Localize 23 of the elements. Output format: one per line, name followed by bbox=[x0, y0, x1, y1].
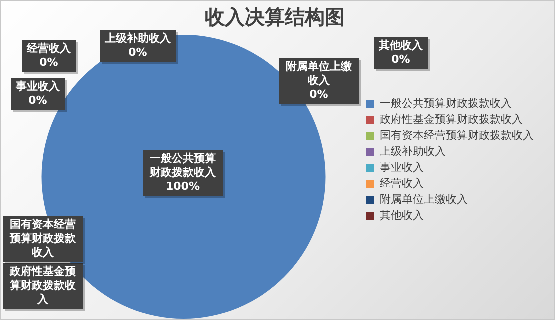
legend-label: 上级补助收入 bbox=[380, 144, 446, 158]
text: 0% bbox=[392, 53, 410, 66]
legend-label: 附属单位上缴收入 bbox=[380, 192, 468, 206]
category-label: 事业收入 bbox=[16, 80, 60, 93]
data-label: 100% bbox=[165, 180, 201, 194]
text: 0% bbox=[40, 56, 58, 69]
slice-label: 一般公共预算财政拨款收入 bbox=[149, 152, 217, 180]
text: 0% bbox=[28, 94, 48, 107]
legend-label: 经营收入 bbox=[380, 176, 424, 190]
category-label: 经营收入 bbox=[27, 42, 71, 55]
category-label: 上级补助收入 bbox=[105, 32, 171, 45]
legend-label: 一般公共预算财政拨款收入 bbox=[380, 96, 512, 110]
text: 0% bbox=[310, 88, 328, 101]
category-label: 其他收入 bbox=[379, 39, 423, 52]
category-label: 国有资本经营预算财政拨款收入 bbox=[10, 218, 76, 259]
legend-label: 国有资本经营预算财政拨款收入 bbox=[380, 128, 534, 142]
category-label: 附属单位上缴收入 bbox=[286, 60, 352, 87]
legend-label: 政府性基金预算财政拨款收入 bbox=[380, 112, 523, 126]
category-label: 政府性基金预算财政拨款收入 bbox=[10, 265, 76, 306]
legend-label: 事业收入 bbox=[380, 160, 424, 174]
legend-label: 其他收入 bbox=[380, 208, 424, 222]
text: 0% bbox=[128, 46, 148, 59]
chart-title: 收入决算结构图 bbox=[205, 5, 345, 30]
